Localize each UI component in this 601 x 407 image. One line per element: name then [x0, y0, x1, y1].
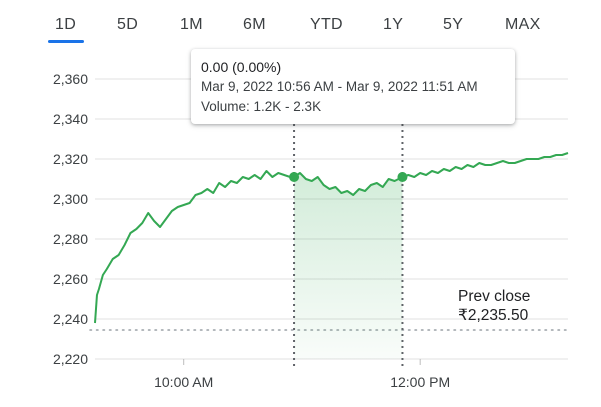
tooltip-volume: Volume: 1.2K - 2.3K — [201, 99, 322, 114]
y-tick-label: 2,220 — [53, 351, 88, 367]
y-tick-label: 2,360 — [53, 71, 88, 87]
x-tick-label: 10:00 AM — [154, 374, 213, 390]
range-tabs: 1D 5D 1M 6M YTD 1Y 5Y MAX — [0, 0, 601, 46]
tab-ytd[interactable]: YTD — [310, 16, 343, 33]
y-tick-label: 2,300 — [53, 191, 88, 207]
tab-1y[interactable]: 1Y — [383, 16, 404, 33]
tab-max[interactable]: MAX — [505, 16, 541, 33]
y-tick-label: 2,240 — [53, 311, 88, 327]
y-tick-label: 2,260 — [53, 271, 88, 287]
tab-6m[interactable]: 6M — [243, 16, 266, 33]
y-tick-label: 2,280 — [53, 231, 88, 247]
x-tick-label: 12:00 PM — [390, 374, 450, 390]
selection-area — [294, 173, 403, 359]
selection-end-point[interactable] — [397, 172, 408, 182]
prev-close-label: Prev close ₹2,235.50 — [458, 287, 530, 325]
price-line — [94, 152, 569, 324]
tab-1d[interactable]: 1D — [55, 16, 77, 33]
active-tab-indicator — [48, 40, 84, 43]
tab-1m[interactable]: 1M — [180, 16, 203, 33]
y-tick-label: 2,320 — [53, 151, 88, 167]
tab-5y[interactable]: 5Y — [443, 16, 464, 33]
tab-5d[interactable]: 5D — [117, 16, 139, 33]
tooltip-change: 0.00 (0.00%) — [201, 59, 282, 75]
prev-close-title: Prev close — [458, 288, 531, 305]
y-tick-label: 2,340 — [53, 111, 88, 127]
prev-close-value: ₹2,235.50 — [458, 307, 529, 324]
selection-start-point[interactable] — [289, 172, 300, 182]
selection-tooltip: 0.00 (0.00%) Mar 9, 2022 10:56 AM - Mar … — [191, 49, 515, 124]
tooltip-time-range: Mar 9, 2022 10:56 AM - Mar 9, 2022 11:51… — [201, 79, 478, 94]
